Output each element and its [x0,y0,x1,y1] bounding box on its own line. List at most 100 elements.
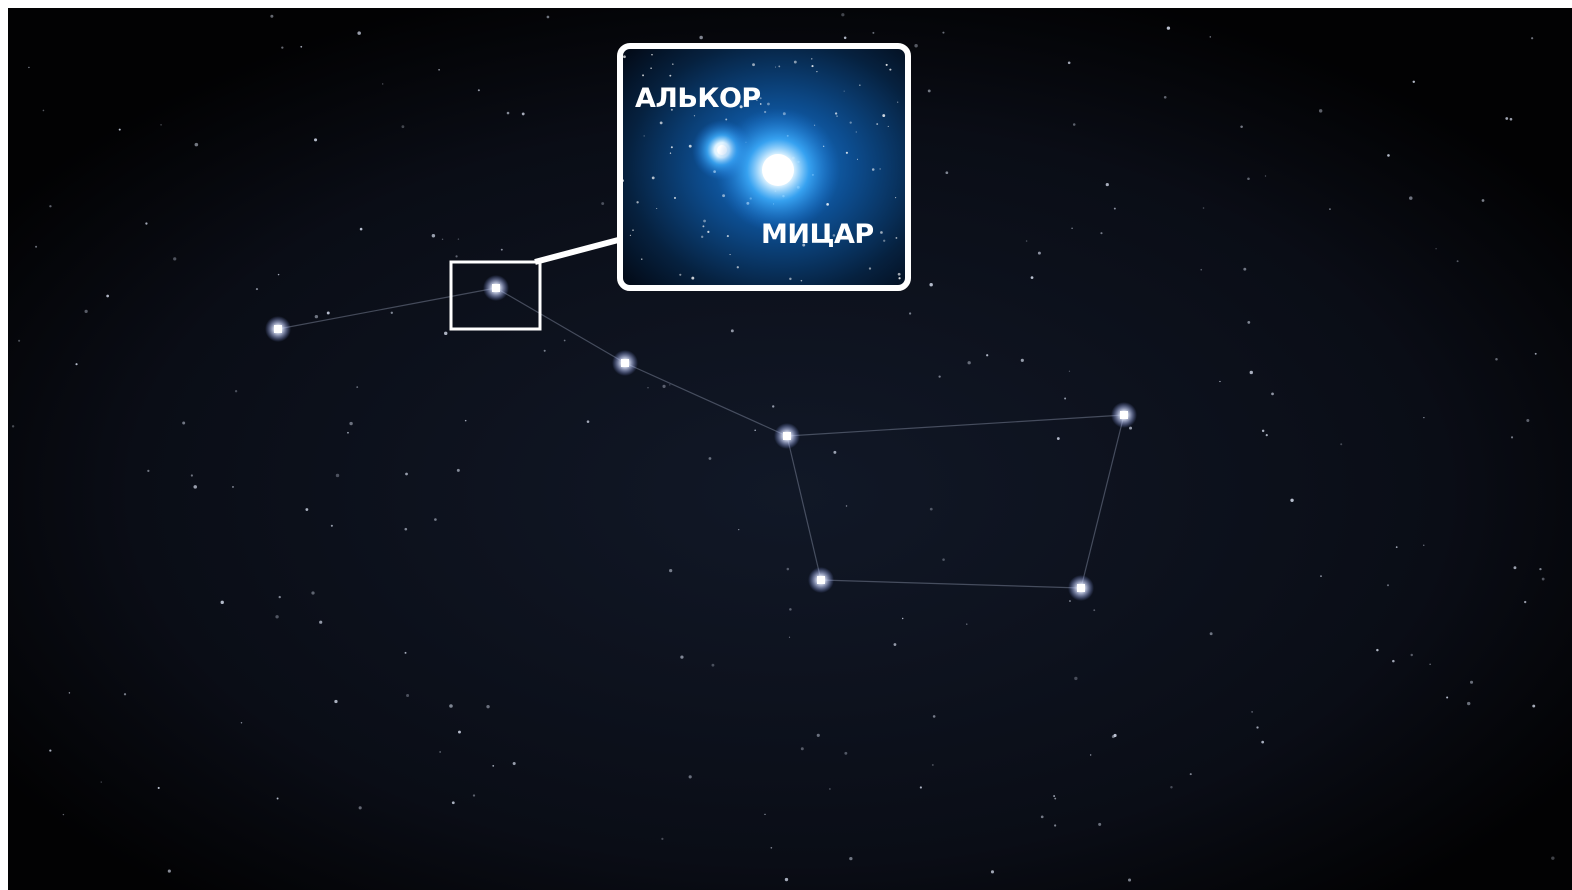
faint-star [452,801,455,804]
faint-star [1423,545,1424,546]
faint-star [12,425,14,427]
faint-star [1396,546,1398,548]
faint-star [547,16,550,19]
inset-faint-star [660,122,663,125]
faint-star [920,786,922,788]
faint-star [160,124,161,125]
faint-star [647,387,648,388]
faint-star [492,765,494,767]
faint-star [933,715,936,718]
faint-star [279,596,281,598]
faint-star [1167,26,1170,29]
faint-star [444,332,447,335]
faint-star [1210,632,1213,635]
faint-star [1340,443,1342,445]
inset-faint-star [671,146,673,148]
faint-star [1495,358,1498,361]
faint-star [357,31,361,35]
inset-faint-star [897,102,898,103]
faint-star [771,847,773,849]
inset-faint-star [857,159,858,160]
faint-star [1531,37,1533,39]
faint-star [1128,878,1131,881]
faint-star [319,621,322,624]
faint-star [336,474,339,477]
inset-faint-star [689,145,692,148]
inset-faint-star [644,135,645,136]
faint-star [1114,208,1116,210]
faint-star [1539,568,1541,570]
faint-star [1129,427,1132,430]
faint-star [1532,705,1535,708]
faint-star [327,312,330,315]
faint-star [1482,199,1485,202]
faint-star [241,722,242,723]
inset-faint-star [775,67,776,68]
faint-star [69,692,70,693]
faint-star [501,249,503,251]
faint-star [457,469,460,472]
faint-star [235,390,237,392]
inset-faint-star [737,266,739,268]
star-core [274,325,282,333]
faint-star [991,870,994,873]
faint-star [360,228,363,231]
faint-star [846,505,847,506]
star-core [1077,584,1085,592]
faint-star [1467,702,1470,705]
star-core [817,576,825,584]
faint-star [43,110,45,112]
inset-faint-star [846,152,848,154]
faint-star [829,788,831,790]
faint-star [1435,248,1436,249]
inset-faint-star [859,85,860,86]
faint-star [1319,109,1322,112]
faint-star [1170,786,1172,788]
star-core [492,284,500,292]
faint-star [844,752,847,755]
faint-star [833,451,836,454]
faint-star [347,432,349,434]
faint-star [300,46,302,48]
faint-star [359,806,362,809]
faint-star [168,870,171,873]
faint-star [173,257,176,260]
inset-faint-star [656,208,657,209]
faint-star [391,312,393,314]
faint-star [1093,609,1095,611]
faint-star [844,37,847,40]
inset-faint-star [730,254,731,255]
faint-star [1524,601,1526,603]
faint-star [1470,681,1473,684]
faint-star [669,569,672,572]
inset-faint-star [623,55,626,58]
faint-star [928,89,931,92]
alcor-label: АЛЬКОР [635,83,761,114]
faint-star [478,89,480,91]
faint-star [939,376,941,378]
inset-faint-star [789,278,791,280]
faint-star [1114,734,1117,737]
faint-star [1021,359,1024,362]
faint-star [1164,96,1167,99]
inset-faint-star [703,220,706,223]
faint-star [785,878,788,881]
faint-star [438,69,440,71]
faint-star [405,652,407,654]
inset-faint-star [882,114,885,117]
inset-faint-star [707,231,709,233]
faint-star [331,525,333,527]
faint-star [1064,397,1066,399]
faint-star [18,340,20,342]
inset-faint-star [879,168,880,169]
faint-star [1290,499,1293,502]
faint-star [49,205,51,207]
faint-star [1247,321,1250,324]
faint-star [789,608,792,611]
faint-star [699,36,703,40]
inset-faint-star [674,197,676,199]
inset-faint-star [850,121,852,123]
faint-star [849,857,852,860]
faint-star [1376,649,1378,651]
faint-star [1041,815,1044,818]
